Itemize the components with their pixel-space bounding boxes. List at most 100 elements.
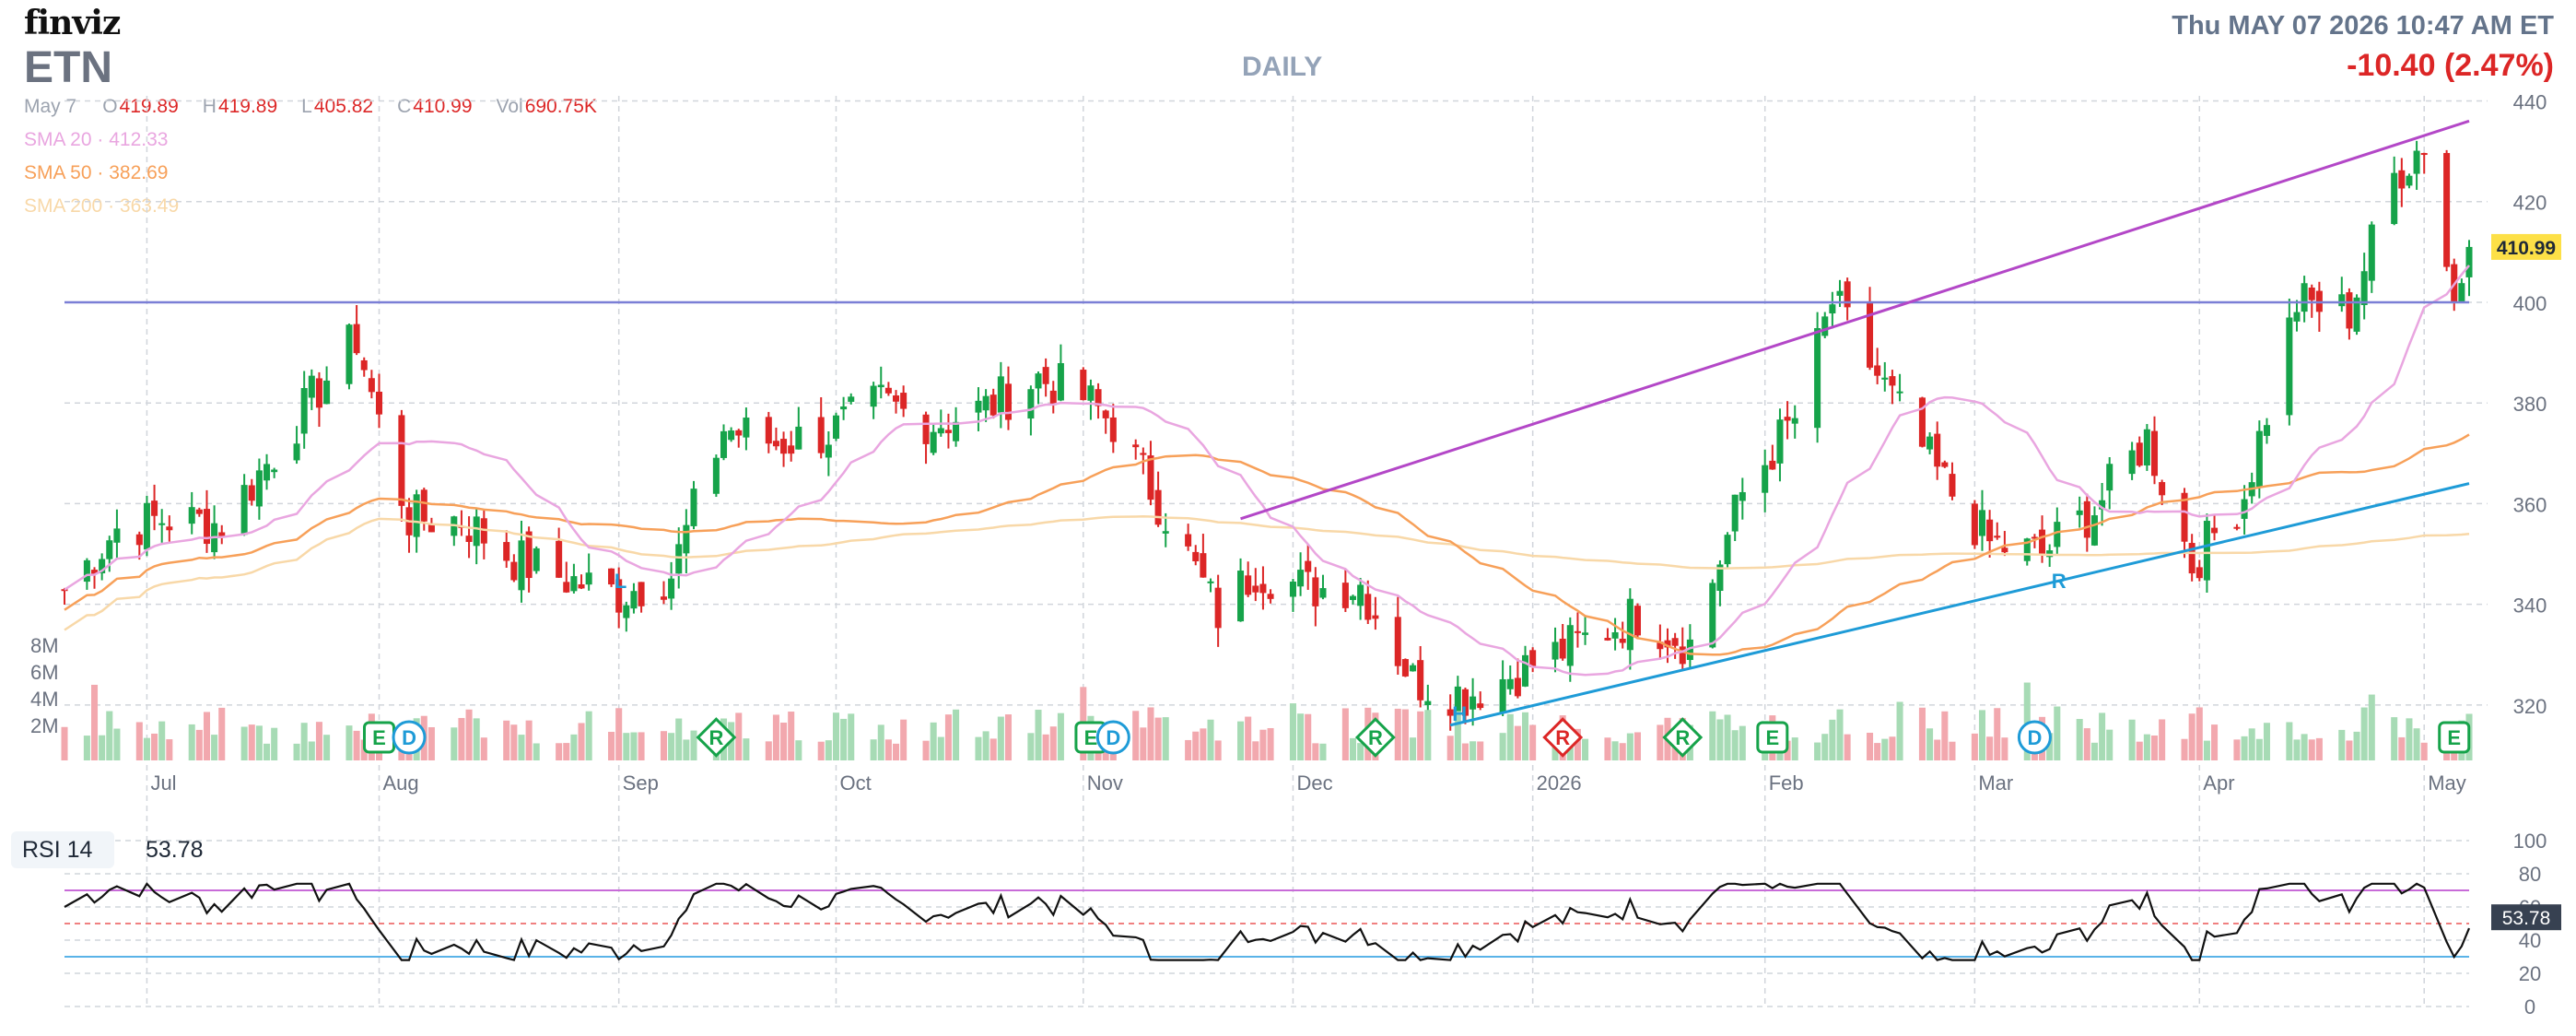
- candle-body: [1867, 303, 1874, 368]
- volume-bar: [1312, 743, 1319, 760]
- candle-body: [712, 457, 720, 494]
- candle-body: [1521, 654, 1529, 687]
- month-tick-label: Nov: [1087, 771, 1123, 795]
- candle-body: [1027, 389, 1035, 419]
- month-tick-label: Aug: [382, 771, 418, 795]
- sma50-line: [64, 433, 2470, 656]
- candle-body: [1881, 377, 1889, 380]
- month-tick-label: Dec: [1296, 771, 1332, 795]
- candle-body: [427, 524, 435, 533]
- candle-body: [1102, 410, 1109, 418]
- volume-bar: [518, 735, 525, 760]
- sma50-legend[interactable]: SMA 50 · 382.69: [24, 162, 169, 183]
- volume-bar: [817, 741, 825, 760]
- candle-body: [720, 430, 728, 458]
- month-tick-label: Oct: [839, 771, 871, 795]
- candle-body: [1559, 638, 1566, 659]
- candle-body: [1679, 646, 1686, 665]
- candle-body: [413, 494, 420, 537]
- candle-body: [772, 441, 779, 447]
- volume-bar: [683, 739, 690, 760]
- candle-body: [1724, 535, 1731, 565]
- volume-bar: [1867, 732, 1874, 760]
- volume-bar: [660, 731, 667, 760]
- volume-tick-label: 8M: [30, 634, 59, 657]
- volume-bar: [556, 743, 563, 760]
- candle-body: [2054, 522, 2061, 547]
- volume-bar: [982, 731, 989, 760]
- volume-bar: [675, 718, 683, 760]
- sma200-legend[interactable]: SMA 200 · 363.49: [24, 195, 180, 217]
- volume-bar: [143, 737, 150, 760]
- rsi-line: [64, 881, 2471, 961]
- candle-body: [638, 582, 645, 606]
- candle-body: [1109, 417, 1117, 442]
- candle-body: [1297, 570, 1305, 587]
- upper-trendline: [1240, 119, 2470, 521]
- volume-bar: [188, 724, 195, 760]
- volume-bar: [570, 734, 578, 760]
- candle-body: [1147, 455, 1154, 500]
- volume-bar: [2128, 719, 2136, 760]
- candle-body: [2211, 527, 2219, 534]
- candle-body: [1709, 583, 1716, 648]
- candle-body: [525, 531, 533, 579]
- volume-bar: [1514, 725, 1521, 760]
- candle-body: [533, 547, 540, 571]
- candle-body: [1259, 583, 1267, 594]
- volume-bar: [1154, 717, 1162, 760]
- sma20-label: SMA 20: [24, 129, 92, 150]
- volume-bar: [1357, 743, 1364, 760]
- volume-bar: [1410, 737, 1417, 760]
- candle-body: [1994, 536, 2001, 538]
- volume-bar: [1994, 708, 2001, 760]
- candle-body: [1312, 577, 1319, 606]
- sma20-legend[interactable]: SMA 20 · 412.33: [24, 129, 169, 150]
- sma200-label: SMA 200: [24, 195, 103, 217]
- candle-body: [2286, 317, 2293, 416]
- volume-bar: [1814, 742, 1821, 760]
- volume-bar: [1461, 743, 1469, 760]
- candle-body: [218, 532, 226, 537]
- volume-bar: [2083, 728, 2090, 760]
- candle-body: [166, 526, 173, 531]
- candle-body: [1080, 370, 1087, 401]
- price-tick-label: 320: [2513, 695, 2547, 718]
- candle-body: [1769, 460, 1776, 470]
- volume-bar: [1657, 724, 1664, 760]
- volume-bar: [2188, 713, 2195, 760]
- candle-body: [158, 523, 166, 525]
- candle-body: [2293, 312, 2301, 322]
- volume-bar: [2054, 706, 2061, 760]
- event-marker-label: D: [402, 726, 416, 749]
- volume-bar: [1978, 710, 1986, 760]
- candle-body: [1394, 617, 1401, 666]
- candle-body: [308, 375, 315, 398]
- candle-body: [323, 380, 331, 405]
- volume-bar: [427, 726, 435, 760]
- candle-body: [83, 559, 90, 583]
- volume-bar: [638, 732, 645, 760]
- candle-body: [151, 500, 158, 516]
- volume-tick-label: 6M: [30, 661, 59, 684]
- volume-bar: [997, 716, 1004, 760]
- candle-body: [765, 417, 772, 444]
- volume-bar: [135, 722, 143, 760]
- candle-body: [884, 387, 892, 394]
- candle-body: [420, 489, 427, 522]
- candle-body: [135, 534, 143, 546]
- candle-body: [1844, 281, 1851, 308]
- volume-bar: [832, 712, 839, 760]
- candle-body: [825, 444, 832, 458]
- volume-bar: [2263, 723, 2270, 760]
- volume-bar: [1896, 701, 1903, 760]
- candle-body: [2188, 543, 2195, 574]
- candle-body: [683, 524, 690, 554]
- candle-body: [780, 439, 788, 454]
- volume-bar: [1417, 711, 1424, 760]
- candle-body: [99, 559, 106, 574]
- candle-body: [1978, 510, 1986, 536]
- candle-body: [1004, 383, 1013, 420]
- candle-body: [1087, 385, 1095, 401]
